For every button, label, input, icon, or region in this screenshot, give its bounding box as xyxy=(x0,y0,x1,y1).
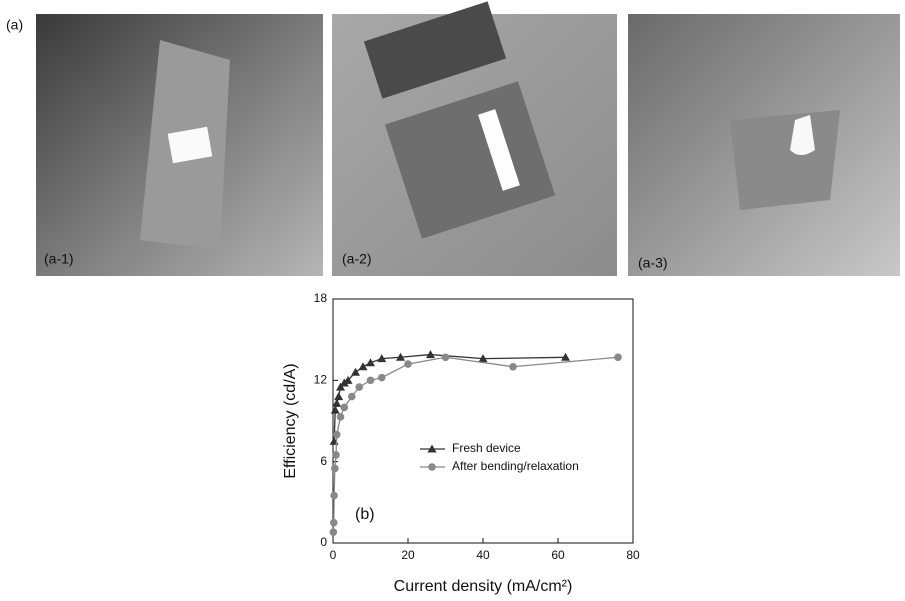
photo-label: (a-2) xyxy=(342,251,372,267)
marker xyxy=(378,374,386,382)
y-axis-label: Efficiency (cd/A) xyxy=(282,363,299,478)
legend-marker xyxy=(428,463,436,471)
marker xyxy=(359,362,368,370)
marker xyxy=(330,519,338,527)
photo-label: (a-1) xyxy=(44,251,74,267)
marker xyxy=(331,465,339,473)
marker xyxy=(367,377,375,385)
chart: Efficiency (cd/A) Current density (mA/cm… xyxy=(282,291,640,595)
marker xyxy=(426,350,435,358)
y-tick-label: 18 xyxy=(314,291,328,305)
figure-label: (a) xyxy=(6,17,23,33)
photo: (a-1) xyxy=(36,14,323,276)
marker xyxy=(351,368,360,376)
y-tick-label: 12 xyxy=(314,373,328,387)
marker xyxy=(333,431,341,439)
figure: (a) (a-1) (a-2) (a-3) Efficiency (cd/A) … xyxy=(0,0,905,596)
x-tick-label: 60 xyxy=(551,548,565,562)
photo-label: (a-3) xyxy=(638,255,668,271)
marker xyxy=(332,451,340,459)
marker xyxy=(330,528,338,536)
legend-label: After bending/relaxation xyxy=(452,459,579,473)
marker xyxy=(330,492,338,500)
annotation: (b) xyxy=(355,506,375,523)
x-tick-label: 0 xyxy=(330,548,337,562)
marker xyxy=(509,363,517,371)
plot-frame xyxy=(333,299,633,543)
x-tick-label: 20 xyxy=(401,548,415,562)
marker xyxy=(334,392,343,400)
marker xyxy=(340,404,348,412)
marker xyxy=(348,393,356,401)
series-line xyxy=(334,355,565,442)
legend-label: Fresh device xyxy=(452,441,521,455)
y-tick-label: 6 xyxy=(320,454,327,468)
x-tick-label: 80 xyxy=(626,548,640,562)
marker xyxy=(442,353,450,361)
x-tick-label: 40 xyxy=(476,548,490,562)
photo: (a-2) xyxy=(332,1,617,276)
x-axis-label: Current density (mA/cm²) xyxy=(394,578,573,595)
photo: (a-3) xyxy=(628,14,900,276)
marker xyxy=(404,360,412,368)
y-tick-label: 0 xyxy=(320,535,327,549)
marker xyxy=(337,413,345,421)
marker xyxy=(355,383,363,391)
marker xyxy=(614,353,622,361)
